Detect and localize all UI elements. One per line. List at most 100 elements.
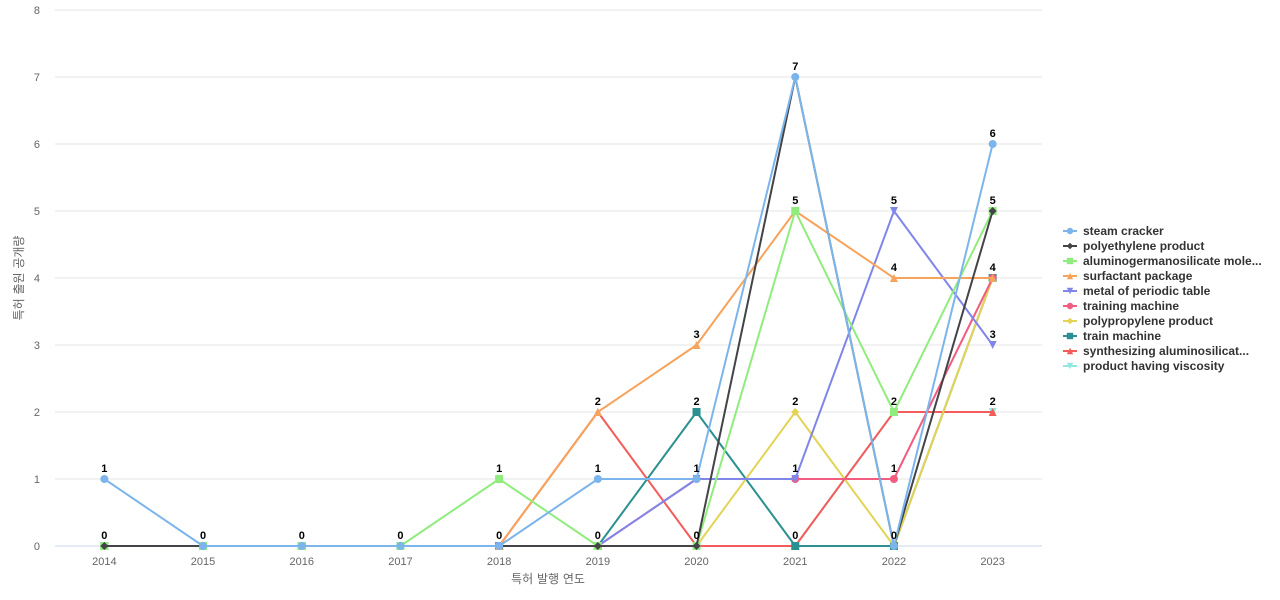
legend-marker (1066, 242, 1074, 250)
y-axis-tick-labels: 0 1 2 3 4 5 6 7 8 (34, 5, 40, 553)
data-point (593, 542, 602, 550)
data-label: 1 (792, 463, 798, 475)
data-label: 1 (693, 463, 699, 475)
data-point (988, 408, 997, 416)
legend-marker (1066, 362, 1074, 370)
legend-label: steam cracker (1083, 224, 1164, 238)
data-label: 0 (200, 530, 206, 542)
legend-label: product having viscosity (1083, 359, 1225, 373)
data-point (791, 207, 800, 215)
legend-item: aluminogermanosilicate mole... (1063, 254, 1262, 268)
legend-marker (1066, 332, 1074, 340)
y-axis-title: 특허 출원 공개량 (12, 236, 26, 321)
legend-marker (1066, 317, 1074, 325)
y-tick-label: 3 (34, 340, 40, 352)
legend-item: synthesizing aluminosilicat... (1063, 344, 1249, 358)
data-point (889, 542, 898, 550)
legend-label: synthesizing aluminosilicat... (1083, 344, 1249, 358)
data-point (593, 475, 602, 483)
x-tick-label: 2020 (684, 556, 708, 568)
legend-label: training machine (1083, 299, 1179, 313)
legend-marker (1066, 287, 1074, 295)
legend-label: metal of periodic table (1083, 284, 1211, 298)
y-tick-label: 6 (34, 139, 40, 151)
data-point (791, 73, 800, 81)
legend-label: aluminogermanosilicate mole... (1083, 254, 1262, 268)
legend-item: training machine (1063, 299, 1179, 313)
legend-marker (1066, 347, 1074, 355)
data-point (692, 408, 701, 416)
data-point (593, 408, 602, 416)
data-point (889, 207, 898, 215)
legend-marker (1066, 272, 1074, 280)
data-label: 0 (595, 530, 601, 542)
x-tick-label: 2014 (92, 556, 116, 568)
series-line (103, 76, 994, 547)
x-tick-label: 2015 (191, 556, 215, 568)
data-label: 2 (693, 396, 699, 408)
y-tick-label: 4 (34, 273, 40, 285)
data-point (889, 475, 898, 483)
y-tick-label: 1 (34, 474, 40, 486)
data-label: 7 (792, 61, 798, 73)
legend-item: metal of periodic table (1063, 284, 1211, 298)
data-label: 1 (891, 463, 897, 475)
y-tick-label: 5 (34, 206, 40, 218)
data-label: 3 (693, 329, 699, 341)
data-label: 2 (595, 396, 601, 408)
data-point (791, 475, 800, 483)
x-tick-label: 2017 (388, 556, 412, 568)
data-label: 0 (792, 530, 798, 542)
data-point (791, 542, 800, 550)
data-label: 5 (792, 195, 798, 207)
data-label: 0 (693, 530, 699, 542)
data-point (889, 274, 898, 282)
data-label: 5 (891, 195, 897, 207)
data-label: 2 (792, 396, 798, 408)
data-label: 1 (101, 463, 107, 475)
series-lines (100, 73, 997, 550)
data-point (889, 408, 898, 416)
data-point (692, 475, 701, 483)
legend-marker (1066, 227, 1074, 235)
x-tick-label: 2018 (487, 556, 511, 568)
data-label: 0 (891, 530, 897, 542)
x-tick-label: 2023 (980, 556, 1004, 568)
legend-item: surfactant package (1063, 269, 1193, 283)
legend-label: polypropylene product (1083, 314, 1213, 328)
legend-marker (1066, 302, 1074, 310)
data-point (396, 542, 405, 550)
gridlines (55, 9, 1042, 547)
legend-item: product having viscosity (1063, 359, 1225, 373)
data-point (100, 542, 109, 550)
data-labels: 1 0 0 0 0 1 0 2 1 0 3 2 1 0 7 5 2 1 0 5 4 2 1 0 6 5 4 3 2 (101, 61, 996, 542)
legend-label: polyethylene product (1083, 239, 1204, 253)
legend-item: polyethylene product (1063, 239, 1204, 253)
x-tick-label: 2022 (882, 556, 906, 568)
legend-item: train machine (1063, 329, 1161, 343)
data-label: 4 (891, 262, 898, 274)
data-label: 2 (891, 396, 897, 408)
data-label: 2 (990, 396, 996, 408)
data-point (988, 341, 997, 349)
data-point (495, 542, 504, 550)
data-label: 5 (990, 195, 996, 207)
data-label: 0 (397, 530, 403, 542)
x-tick-label: 2016 (290, 556, 314, 568)
data-label: 6 (990, 128, 996, 140)
series-surfactant-package (100, 207, 997, 550)
data-label: 0 (299, 530, 305, 542)
legend-item: polypropylene product (1063, 314, 1213, 328)
data-point (791, 408, 800, 416)
data-point (199, 542, 208, 550)
data-point (988, 207, 997, 215)
x-axis-title: 특허 발행 연도 (511, 571, 585, 586)
data-point (988, 274, 997, 282)
data-label: 0 (496, 530, 502, 542)
data-label: 1 (496, 463, 502, 475)
series-steam-cracker (100, 73, 997, 550)
x-tick-label: 2021 (783, 556, 807, 568)
data-point (100, 475, 109, 483)
data-point (988, 140, 997, 148)
